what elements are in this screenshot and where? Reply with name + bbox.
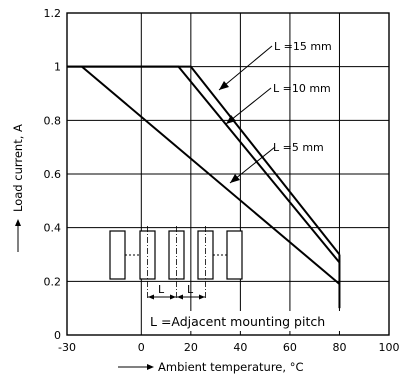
dimension-arrowhead — [170, 294, 176, 300]
callout-arrowhead — [219, 81, 229, 90]
x-tick-label: 100 — [379, 341, 400, 354]
x-axis-arrowhead — [147, 364, 154, 370]
pitch-symbol: L — [187, 283, 194, 296]
x-tick-label: 40 — [233, 341, 247, 354]
series-label-15mm: L =15 mm — [274, 40, 332, 53]
y-tick-label: 1.2 — [44, 7, 62, 20]
dimension-arrowhead — [148, 294, 154, 300]
module-box — [109, 230, 126, 280]
x-tick-label: 0 — [138, 341, 145, 354]
grid — [67, 13, 389, 335]
plot-frame — [66, 12, 390, 336]
x-tick-labels: -30 0 20 40 60 80 100 — [58, 341, 399, 354]
series-line-1 — [67, 65, 341, 264]
series-line-2 — [81, 65, 341, 285]
note-background — [147, 311, 354, 331]
series-label-5mm: L =5 mm — [273, 141, 324, 154]
x-axis-label: Ambient temperature, °C — [158, 360, 303, 374]
y-tick-labels: 0 0.2 0.4 0.6 0.8 1 1.2 — [44, 7, 62, 342]
x-tick-label: 80 — [332, 341, 346, 354]
mounting-pitch-note: L =Adjacent mounting pitch — [150, 314, 325, 329]
y-tick-label: 0.8 — [44, 114, 62, 127]
x-tick-label: 20 — [184, 341, 198, 354]
y-tick-label: 1 — [54, 61, 61, 74]
x-tick-label: 60 — [283, 341, 297, 354]
y-tick-label: 0.4 — [44, 222, 62, 235]
callout-leader-15mm — [218, 45, 273, 91]
y-axis-label: Load current, A — [11, 124, 25, 212]
module-box — [226, 230, 243, 280]
y-axis-title: Load current, A — [11, 124, 25, 252]
y-tick-label: 0 — [54, 329, 61, 342]
y-tick-label: 0.2 — [44, 275, 62, 288]
dimension-arrowhead — [177, 294, 183, 300]
dimension-arrowhead — [199, 294, 205, 300]
series-callouts: L =15 mm L =10 mm L =5 mm — [218, 40, 332, 184]
series-lines — [67, 65, 341, 309]
x-tick-label: -30 — [58, 341, 76, 354]
callout-arrowhead — [230, 174, 240, 183]
mounting-illustration: L L — [109, 226, 243, 300]
pitch-symbol: L — [158, 283, 165, 296]
y-tick-label: 0.6 — [44, 168, 62, 181]
y-axis-arrowhead — [15, 219, 21, 226]
series-label-10mm: L =10 mm — [273, 82, 331, 95]
callout-arrowhead — [226, 115, 236, 124]
x-axis-title: Ambient temperature, °C — [118, 360, 303, 374]
